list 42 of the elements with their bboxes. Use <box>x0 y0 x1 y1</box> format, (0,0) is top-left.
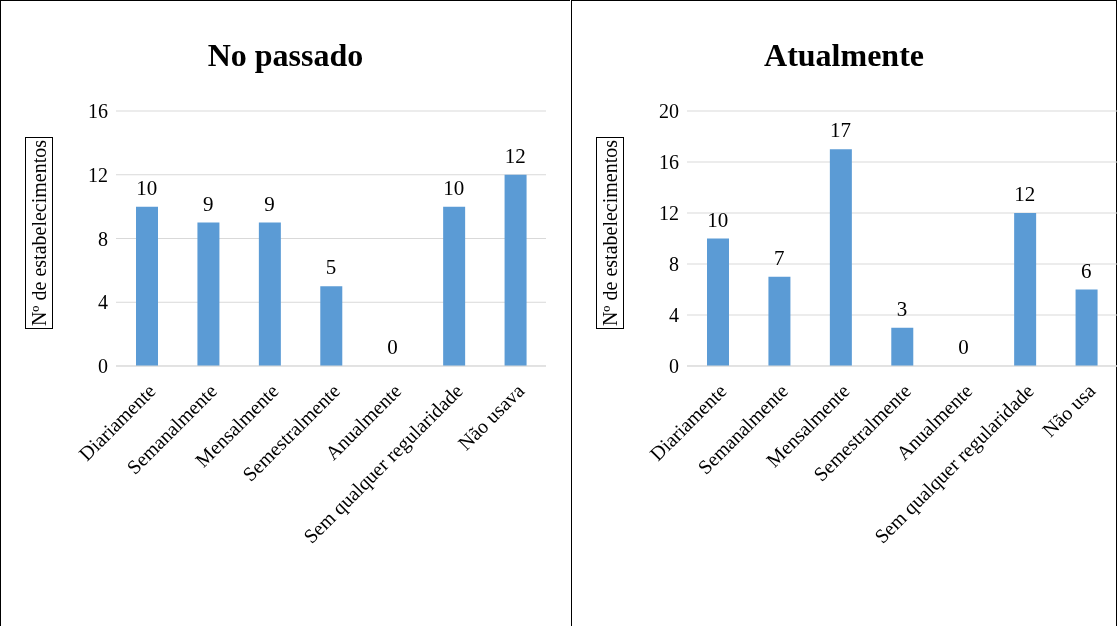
y-axis-title: Nº de estabelecimentos <box>596 136 624 330</box>
chart-title: Atualmente <box>763 37 925 74</box>
bar <box>1014 213 1037 366</box>
data-label: 6 <box>1081 258 1092 283</box>
data-label: 5 <box>325 255 337 280</box>
bar <box>1075 289 1098 366</box>
y-tick-label: 16 <box>88 100 108 123</box>
y-tick-label: 12 <box>88 163 108 186</box>
bar <box>197 222 220 366</box>
data-label: 10 <box>443 175 465 200</box>
y-tick-label: 12 <box>659 202 679 225</box>
bar <box>504 174 527 366</box>
y-axis-title: Nº de estabelecimentos <box>25 136 53 330</box>
bar <box>136 206 158 366</box>
data-label: 0 <box>958 335 969 359</box>
data-label: 12 <box>1014 182 1036 206</box>
x-tick-label: Não usa <box>1037 379 1100 441</box>
data-label: 10 <box>136 175 158 200</box>
bar <box>768 276 791 366</box>
chart-title: No passado <box>206 37 365 74</box>
y-tick-label: 8 <box>669 253 679 276</box>
bar <box>891 327 914 366</box>
bar <box>829 149 852 366</box>
data-label: 9 <box>202 191 214 216</box>
data-label: 9 <box>264 191 275 216</box>
data-label: 3 <box>896 296 908 321</box>
bar <box>707 238 729 366</box>
y-tick-label: 4 <box>669 304 679 327</box>
data-label: 10 <box>707 207 729 232</box>
y-tick-label: 0 <box>98 355 108 378</box>
bar <box>258 222 281 366</box>
y-tick-label: 16 <box>659 151 679 174</box>
data-label: 17 <box>830 118 852 143</box>
bar <box>443 206 466 366</box>
data-label: 0 <box>387 335 398 359</box>
y-tick-label: 8 <box>98 227 108 250</box>
data-label: 7 <box>773 245 785 270</box>
y-tick-label: 4 <box>98 291 108 314</box>
data-label: 12 <box>504 143 526 168</box>
y-tick-label: 0 <box>669 355 679 378</box>
y-tick-label: 20 <box>659 100 679 123</box>
bar <box>320 286 343 366</box>
